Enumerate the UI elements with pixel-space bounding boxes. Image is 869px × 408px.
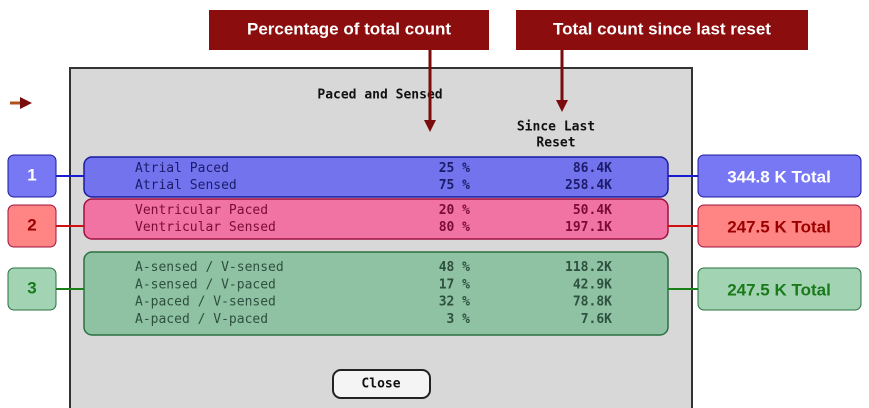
row-percent: 48 % (439, 260, 470, 275)
total-box (697, 267, 862, 311)
total-text: 247.5 K Total (727, 217, 831, 236)
total-text: 247.5 K Total (727, 280, 831, 299)
row-label: Ventricular Paced (135, 203, 268, 218)
column-header: Reset (536, 136, 575, 151)
row-percent: 25 % (439, 161, 470, 176)
row-percent: 80 % (439, 220, 470, 235)
row-label: A-paced / V-sensed (135, 295, 276, 310)
callout (516, 10, 808, 50)
row-count: 258.4K (565, 178, 612, 193)
row-percent: 75 % (439, 178, 470, 193)
total-text: 344.8 K Total (727, 167, 831, 186)
close-button[interactable] (332, 369, 431, 399)
group-box (83, 251, 669, 336)
group-box (83, 198, 669, 240)
total-box (697, 204, 862, 248)
callout-text: Total count since last reset (553, 19, 771, 38)
group-number-box (7, 204, 57, 248)
group-number-box (7, 154, 57, 198)
group-number: 3 (27, 278, 36, 297)
callout (209, 10, 489, 50)
row-percent: 3 % (447, 312, 471, 327)
callout-text: Percentage of total count (247, 19, 451, 38)
row-percent: 20 % (439, 203, 470, 218)
row-label: A-paced / V-paced (135, 312, 268, 327)
close-label[interactable]: Close (361, 377, 400, 392)
row-label: Atrial Paced (135, 161, 229, 176)
row-label: Atrial Sensed (135, 178, 237, 193)
column-header: Since Last (517, 120, 595, 135)
row-label: Ventricular Sensed (135, 220, 276, 235)
row-count: 7.6K (581, 312, 612, 327)
row-count: 86.4K (573, 161, 612, 176)
row-count: 78.8K (573, 295, 612, 310)
row-count: 118.2K (565, 260, 612, 275)
row-count: 42.9K (573, 277, 612, 292)
group-number: 1 (27, 165, 36, 184)
row-percent: 17 % (439, 277, 470, 292)
total-box (697, 154, 862, 198)
row-label: A-sensed / V-sensed (135, 260, 284, 275)
group-number: 2 (27, 215, 36, 234)
row-percent: 32 % (439, 295, 470, 310)
group-number-box (7, 267, 57, 311)
row-label: A-sensed / V-paced (135, 277, 276, 292)
row-count: 50.4K (573, 203, 612, 218)
dialog-title: Paced and Sensed (317, 88, 442, 103)
row-count: 197.1K (565, 220, 612, 235)
